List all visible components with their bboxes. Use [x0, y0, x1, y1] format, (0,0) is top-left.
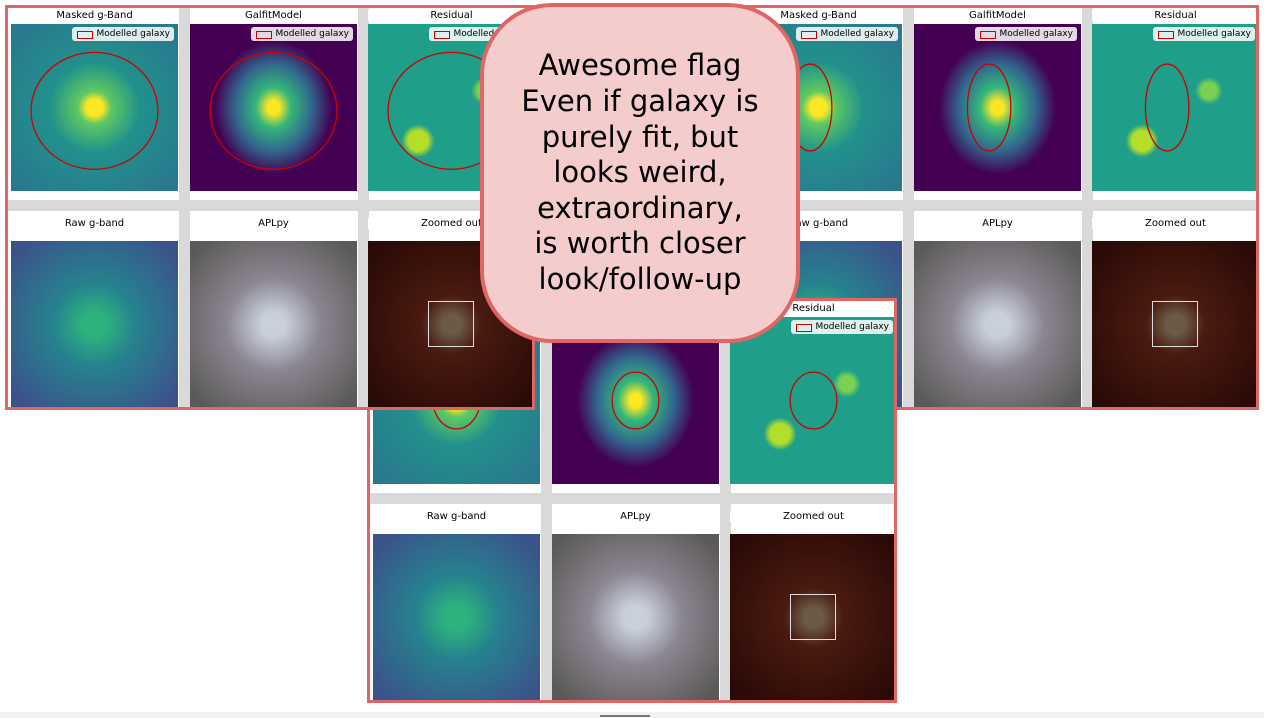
column-separator	[541, 301, 552, 700]
model-ellipse	[30, 51, 159, 170]
zoom-box	[428, 301, 474, 347]
legend: Modelled galaxy	[796, 27, 898, 41]
subplot-title: GalfitModel	[190, 10, 357, 21]
subplot-title: APLpy	[914, 218, 1081, 229]
subplot-image	[914, 241, 1081, 407]
subplot-title: Raw g-band	[735, 218, 902, 229]
callout-bubble: Awesome flag Even if galaxy is purely fit,…	[480, 3, 800, 343]
model-ellipse	[966, 63, 1012, 152]
legend: Modelled galaxy	[975, 27, 1077, 41]
subplot-title: Residual	[1092, 10, 1256, 21]
subplot-title: Zoomed out	[730, 511, 894, 522]
subplot-title: APLpy	[190, 218, 357, 229]
model-ellipse	[789, 371, 838, 430]
zoom-box	[790, 594, 836, 640]
column-separator	[358, 8, 369, 407]
subplot-image: Modelled galaxy	[914, 24, 1081, 191]
row-separator	[732, 200, 1256, 211]
zoom-box	[1152, 301, 1198, 347]
legend: Modelled galaxy	[1153, 27, 1255, 41]
subplot-title: Raw g-band	[373, 511, 540, 522]
column-separator	[903, 8, 914, 407]
subplot-image: Modelled galaxy	[190, 24, 357, 191]
model-ellipse	[209, 51, 338, 170]
image-panel: Masked g-Band Modelled galaxy GalfitModel M…	[5, 5, 535, 410]
subplot-title: Residual	[368, 10, 532, 21]
subplot-title: Zoomed out	[1092, 218, 1256, 229]
scroll-indicator	[600, 715, 650, 717]
subplot-title: Zoomed out	[368, 218, 532, 229]
column-separator	[1082, 8, 1093, 407]
row-separator	[370, 493, 894, 504]
subplot-image	[11, 241, 178, 407]
column-separator	[179, 8, 190, 407]
legend: Modelled galaxy	[251, 27, 353, 41]
subplot-image	[373, 534, 540, 700]
model-ellipse	[611, 371, 660, 430]
subplot-image	[1092, 241, 1256, 407]
subplot-image: Modelled galaxy	[730, 317, 894, 484]
row-separator	[8, 200, 532, 211]
subplot-title: Masked g-Band	[735, 10, 902, 21]
subplot-title: Masked g-Band	[11, 10, 178, 21]
subplot-image: Modelled galaxy	[1092, 24, 1256, 191]
subplot-title: Residual	[730, 303, 894, 314]
subplot-image	[552, 534, 719, 700]
callout-line: Awesome flag	[538, 48, 742, 83]
callout-line: looks weird,	[553, 155, 727, 190]
legend: Modelled galaxy	[791, 320, 893, 334]
column-separator	[720, 301, 731, 700]
callout-line: look/follow-up	[538, 261, 742, 296]
legend: Modelled galaxy	[72, 27, 174, 41]
callout-line: extraordinary,	[537, 190, 743, 225]
subplot-image	[190, 241, 357, 407]
subplot-image: Modelled galaxy	[11, 24, 178, 191]
callout-line: purely fit, but	[541, 119, 739, 154]
image-panel: Masked g-Band Modelled galaxy GalfitModel M…	[729, 5, 1259, 410]
subplot-image	[730, 534, 894, 700]
model-ellipse	[1144, 63, 1190, 152]
callout-line: is worth closer	[534, 226, 746, 261]
callout-line: Even if galaxy is	[521, 84, 759, 119]
subplot-title: GalfitModel	[914, 10, 1081, 21]
subplot-title: APLpy	[552, 511, 719, 522]
subplot-title: Raw g-band	[11, 218, 178, 229]
